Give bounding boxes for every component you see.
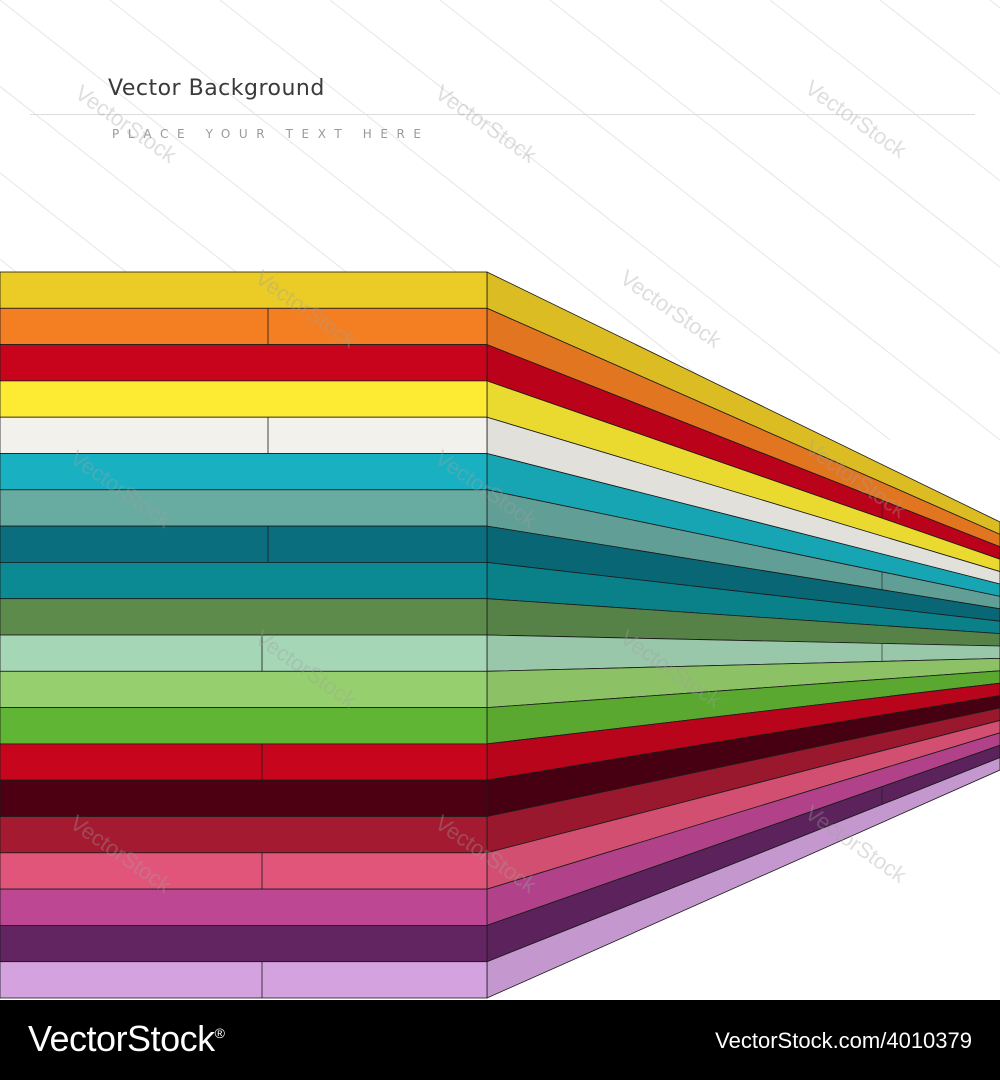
stripe-front-magenta (0, 888, 488, 926)
stripe-front-olive-green (0, 598, 488, 636)
stripe-front-orange (0, 307, 488, 345)
stripe-front-off-white (0, 416, 488, 454)
stripe-front-wine (0, 816, 488, 854)
stripe-front-yellow (0, 380, 488, 418)
stripe-front-mint (0, 634, 488, 672)
stripe-front-green (0, 707, 488, 745)
page-title: Vector Background (108, 76, 325, 101)
stripe-front-cyan (0, 453, 488, 491)
background-line (659, 0, 1000, 268)
stripe-front-pink (0, 852, 488, 890)
footer-brand-text: VectorStock (28, 1018, 215, 1059)
stripe-front-light-green (0, 670, 488, 708)
stripe-front-crimson (0, 743, 488, 781)
footer-logo: VectorStock® (28, 1018, 225, 1060)
footer-image-id: VectorStock.com/4010379 (715, 1028, 972, 1053)
stripe-front-dark-teal (0, 525, 488, 563)
stripe-front-lavender (0, 961, 488, 999)
background-line (219, 0, 781, 441)
stripe-front-red (0, 344, 488, 382)
background-line (329, 0, 891, 441)
striped-perspective-graphic (0, 0, 1000, 999)
background-line (549, 0, 1000, 355)
background-line (989, 0, 1000, 9)
background-line (879, 0, 1000, 95)
footer-bar: VectorStock® VectorStock.com/4010379 (0, 1000, 1000, 1080)
heading-divider (30, 114, 975, 115)
background-line (769, 0, 1000, 182)
page-subtitle: PLACE YOUR TEXT HERE (112, 127, 430, 141)
background-line (439, 0, 1000, 441)
stripe-front-yellow-ochre (0, 271, 488, 309)
stripe-front-teal (0, 562, 488, 600)
stripe-front-maroon (0, 779, 488, 817)
registered-mark: ® (214, 1025, 225, 1041)
stripe-front-purple (0, 925, 488, 963)
stripe-front-sea-green (0, 489, 488, 527)
